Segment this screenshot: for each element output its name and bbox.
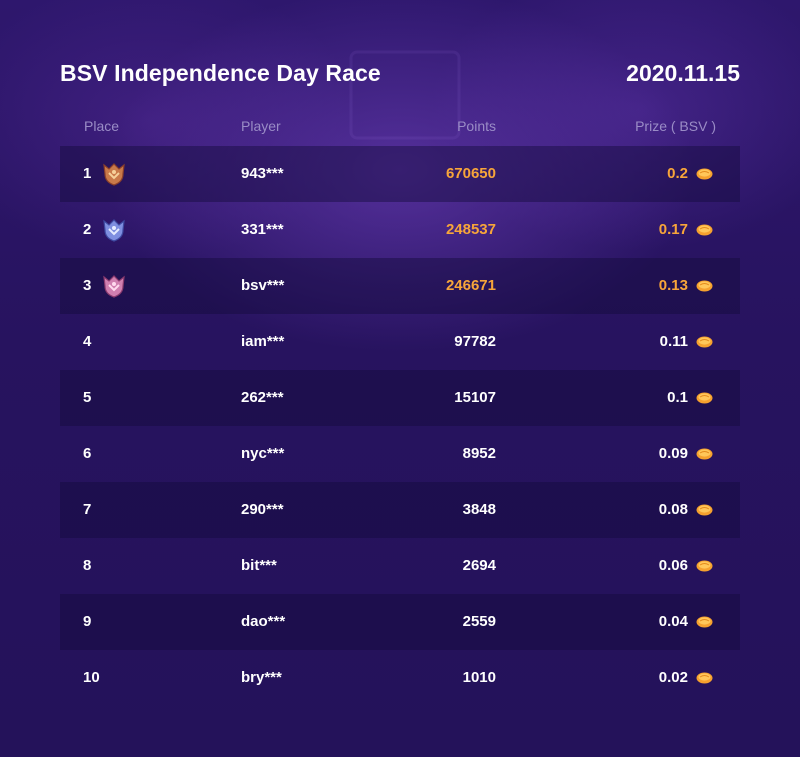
gold-medal-icon [103,163,125,186]
row-points: 2559 [462,613,496,630]
table-row: 3 bsv*** 246671 0.13 [60,258,740,314]
row-place: 9 [83,613,92,630]
row-prize: 0.1 [667,389,688,406]
table-row: 8 bit*** 2694 0.06 [60,538,740,594]
coin-icon [696,560,713,572]
page-title: BSV Independence Day Race [60,60,381,86]
row-player: bit*** [241,557,277,574]
row-points: 2694 [462,557,496,574]
table-row: 1 943*** 670650 0.2 [60,146,740,202]
row-prize: 0.13 [658,277,688,294]
row-points: 3848 [462,501,496,518]
coin-icon [696,448,713,460]
row-place: 6 [83,445,92,462]
coin-icon [696,280,713,292]
silver-medal-icon [103,219,125,242]
row-points: 1010 [462,669,496,686]
bronze-medal-icon [103,275,125,298]
race-date: 2020.11.15 [626,60,740,86]
row-points: 8952 [462,445,496,462]
row-player: 290*** [241,501,284,518]
row-prize: 0.11 [659,333,688,350]
row-points: 246671 [445,277,496,294]
row-place: 4 [83,333,92,350]
row-points: 15107 [454,389,496,406]
table-header: Place Player Points Prize ( BSV ) [60,118,740,136]
coin-icon [696,336,713,348]
row-player: 262*** [241,389,284,406]
row-prize: 0.2 [667,165,688,182]
row-prize: 0.04 [658,613,688,630]
row-prize: 0.09 [658,445,688,462]
table-row: 6 nyc*** 8952 0.09 [60,426,740,482]
row-player: 943*** [241,165,284,182]
coin-icon [696,392,713,404]
column-header-place: Place [84,118,120,134]
column-header-points: Points [457,118,496,134]
row-player: bsv*** [241,277,285,294]
table-row: 2 331*** 248537 0.17 [60,202,740,258]
row-player: nyc*** [241,445,285,462]
background-decoration [345,50,465,146]
row-player: bry*** [241,669,282,686]
row-prize: 0.06 [658,557,688,574]
coin-icon [696,504,713,516]
coin-icon [696,672,713,684]
table-row: 7 290*** 3848 0.08 [60,482,740,538]
row-player: dao*** [241,613,286,630]
row-place: 3 [83,277,92,294]
leaderboard-table: 1 943*** 670650 0.2 2 331*** 248537 0.17 [60,146,740,706]
row-prize: 0.02 [658,669,688,686]
table-row: 9 dao*** 2559 0.04 [60,594,740,650]
row-place: 5 [83,389,92,406]
row-prize: 0.17 [658,221,688,238]
table-row: 5 262*** 15107 0.1 [60,370,740,426]
table-row: 10 bry*** 1010 0.02 [60,650,740,706]
row-points: 97782 [454,333,496,350]
row-player: 331*** [241,221,284,238]
background-art-icon [349,50,461,140]
row-prize: 0.08 [658,501,688,518]
row-player: iam*** [241,333,285,350]
row-points: 670650 [445,165,496,182]
table-row: 4 iam*** 97782 0.11 [60,314,740,370]
row-place: 7 [83,501,92,518]
row-place: 1 [83,165,92,182]
coin-icon [696,616,713,628]
coin-icon [696,224,713,236]
coin-icon [696,168,713,180]
row-place: 10 [83,669,100,686]
row-place: 8 [83,557,92,574]
row-place: 2 [83,221,92,238]
column-header-prize: Prize ( BSV ) [635,118,716,134]
column-header-player: Player [241,118,281,134]
row-points: 248537 [445,221,496,238]
